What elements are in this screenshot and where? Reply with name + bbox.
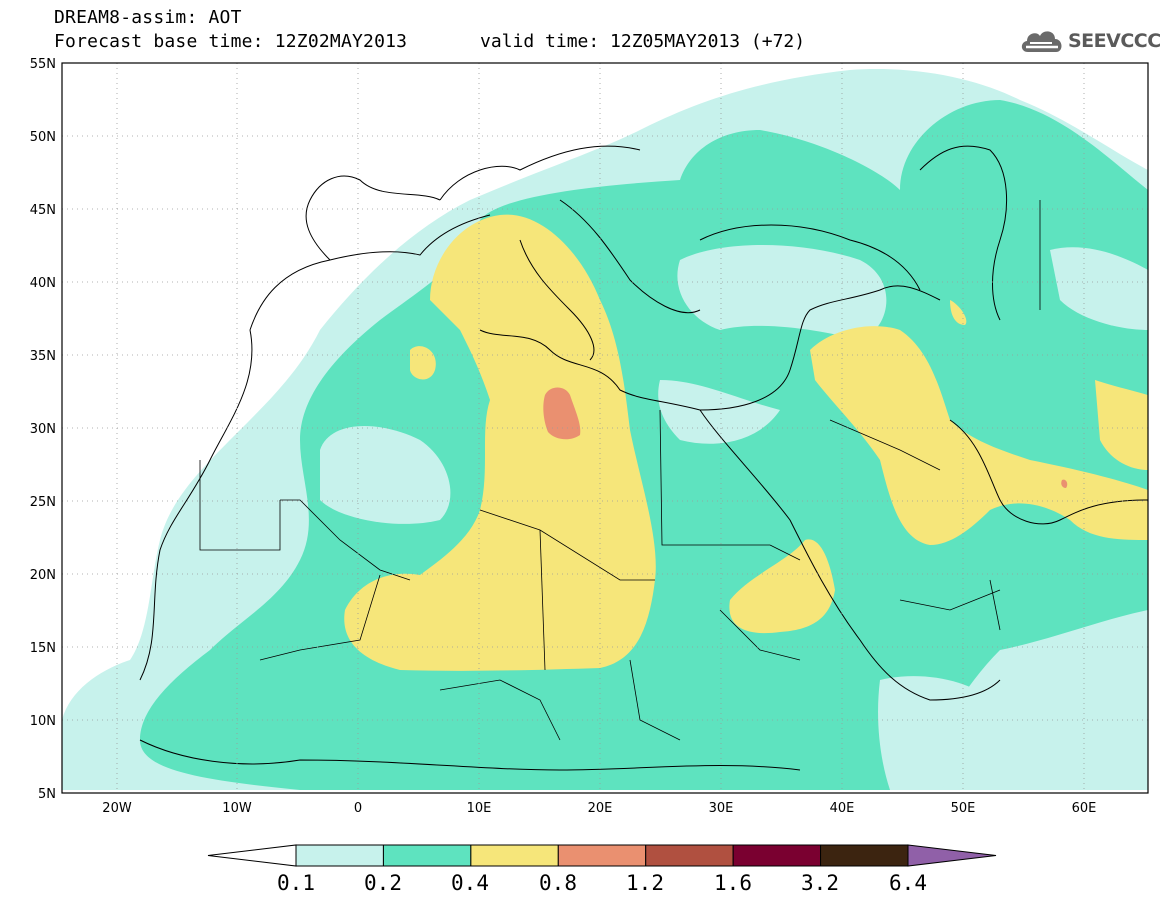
lon-label: 10E — [467, 801, 492, 816]
lat-label: 25N — [30, 495, 56, 510]
colorbar-label: 0.2 — [364, 871, 402, 895]
colorbar-swatch — [732, 844, 822, 867]
country-borders — [199, 200, 1041, 741]
lon-label: 20E — [588, 801, 613, 816]
colorbar-label: 3.2 — [801, 871, 839, 895]
forecast-base-time: Forecast base time: 12Z02MAY2013 — [54, 31, 408, 52]
colorbar-swatch — [557, 844, 647, 867]
aot-band-0.4 — [344, 214, 656, 671]
lat-label: 30N — [30, 422, 56, 437]
lat-axis: 55N 50N 45N 40N 35N 30N 25N 20N 15N 10N … — [30, 57, 56, 802]
cloud-icon — [1021, 31, 1062, 52]
colorbar-label: 0.4 — [451, 871, 489, 895]
colorbar-label: 6.4 — [889, 871, 927, 895]
colorbar-label: 0.1 — [277, 871, 315, 895]
lat-label: 45N — [30, 203, 56, 218]
lat-label: 10N — [30, 714, 56, 729]
grid — [62, 63, 1148, 793]
aot-band-0.8 — [543, 387, 581, 440]
valid-time: valid time: 12Z05MAY2013 (+72) — [480, 31, 806, 52]
lat-label: 20N — [30, 568, 56, 583]
logo-text: SEEVCCC — [1068, 30, 1161, 52]
colorbar-label: 1.6 — [714, 871, 752, 895]
coastlines — [139, 145, 1148, 771]
lon-label: 30E — [709, 801, 734, 816]
colorbar-swatch — [207, 844, 297, 867]
colorbar-swatch — [470, 844, 559, 867]
colorbar-label: 0.8 — [539, 871, 577, 895]
map-frame — [61, 62, 1149, 794]
colorbar-label: 1.2 — [626, 871, 664, 895]
colorbar-swatch — [907, 844, 997, 867]
lat-label: 55N — [30, 57, 56, 72]
colorbar-swatch — [645, 844, 734, 867]
lon-label: 0 — [354, 801, 362, 816]
lon-label: 60E — [1072, 801, 1097, 816]
map-title: DREAM8-assim: AOT — [54, 7, 242, 28]
seevccc-logo: SEEVCCC — [1018, 24, 1161, 60]
colorbar-swatch — [295, 844, 384, 867]
lat-label: 35N — [30, 349, 56, 364]
lat-label: 15N — [30, 641, 56, 656]
colorbar-swatch — [820, 844, 909, 867]
lat-label: 5N — [38, 787, 56, 802]
lat-label: 40N — [30, 276, 56, 291]
lat-label: 50N — [30, 130, 56, 145]
lon-label: 50E — [951, 801, 976, 816]
lon-label: 10W — [222, 801, 252, 816]
colorbar — [207, 844, 997, 867]
colorbar-swatch — [382, 844, 472, 867]
lon-label: 40E — [830, 801, 855, 816]
lon-axis: 20W 10W 0 10E 20E 30E 40E 50E 60E — [102, 801, 1096, 816]
lon-label: 20W — [102, 801, 132, 816]
aot-shading — [62, 63, 1148, 793]
